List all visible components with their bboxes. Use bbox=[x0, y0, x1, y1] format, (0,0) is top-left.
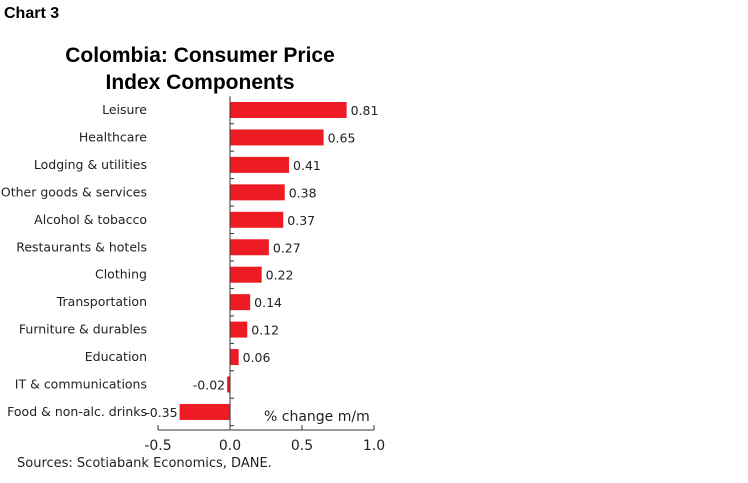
data-label: 0.81 bbox=[351, 103, 379, 118]
category-label: Food & non-alc. drinks bbox=[7, 404, 147, 419]
chart-number-label: Chart 3 bbox=[4, 5, 60, 22]
data-label: 0.22 bbox=[266, 268, 294, 283]
data-label: 0.06 bbox=[243, 350, 271, 365]
category-label: Lodging & utilities bbox=[34, 157, 147, 172]
data-label: 0.37 bbox=[287, 213, 315, 228]
bar bbox=[230, 129, 324, 146]
bar bbox=[230, 349, 239, 366]
bar bbox=[230, 211, 284, 228]
bar bbox=[230, 102, 347, 118]
bar bbox=[230, 239, 269, 256]
data-label: 0.41 bbox=[293, 158, 321, 173]
category-label: Education bbox=[85, 349, 147, 364]
bar bbox=[230, 321, 248, 338]
data-label: -0.35 bbox=[145, 405, 177, 420]
x-tick-label: 0.5 bbox=[291, 438, 313, 454]
data-label: -0.02 bbox=[193, 378, 225, 393]
category-label: Leisure bbox=[102, 102, 147, 117]
data-label: 0.12 bbox=[251, 323, 279, 338]
category-label: Other goods & services bbox=[1, 184, 147, 199]
x-tick-label: -0.5 bbox=[144, 438, 171, 454]
bar bbox=[230, 266, 262, 283]
category-label: Healthcare bbox=[79, 129, 147, 144]
source-note: Sources: Scotiabank Economics, DANE. bbox=[17, 456, 272, 471]
category-label: IT & communications bbox=[15, 377, 147, 392]
x-axis-label: % change m/m bbox=[264, 409, 370, 425]
data-label: 0.38 bbox=[289, 185, 317, 200]
category-label: Transportation bbox=[56, 294, 147, 309]
data-label: 0.27 bbox=[273, 240, 301, 255]
bar bbox=[230, 184, 285, 201]
bar bbox=[179, 403, 230, 420]
category-label: Furniture & durables bbox=[19, 322, 147, 337]
chart-title: Colombia: Consumer Price Index Component… bbox=[65, 44, 335, 94]
bar bbox=[227, 376, 230, 393]
data-label: 0.14 bbox=[254, 295, 282, 310]
category-label: Clothing bbox=[95, 267, 147, 282]
category-label: Restaurants & hotels bbox=[16, 239, 147, 254]
bar bbox=[230, 294, 251, 311]
bar bbox=[230, 156, 290, 173]
x-tick-label: 1.0 bbox=[363, 438, 385, 454]
data-label: 0.65 bbox=[328, 130, 356, 145]
x-tick-label: 0.0 bbox=[219, 438, 241, 454]
category-label: Alcohol & tobacco bbox=[34, 212, 147, 227]
